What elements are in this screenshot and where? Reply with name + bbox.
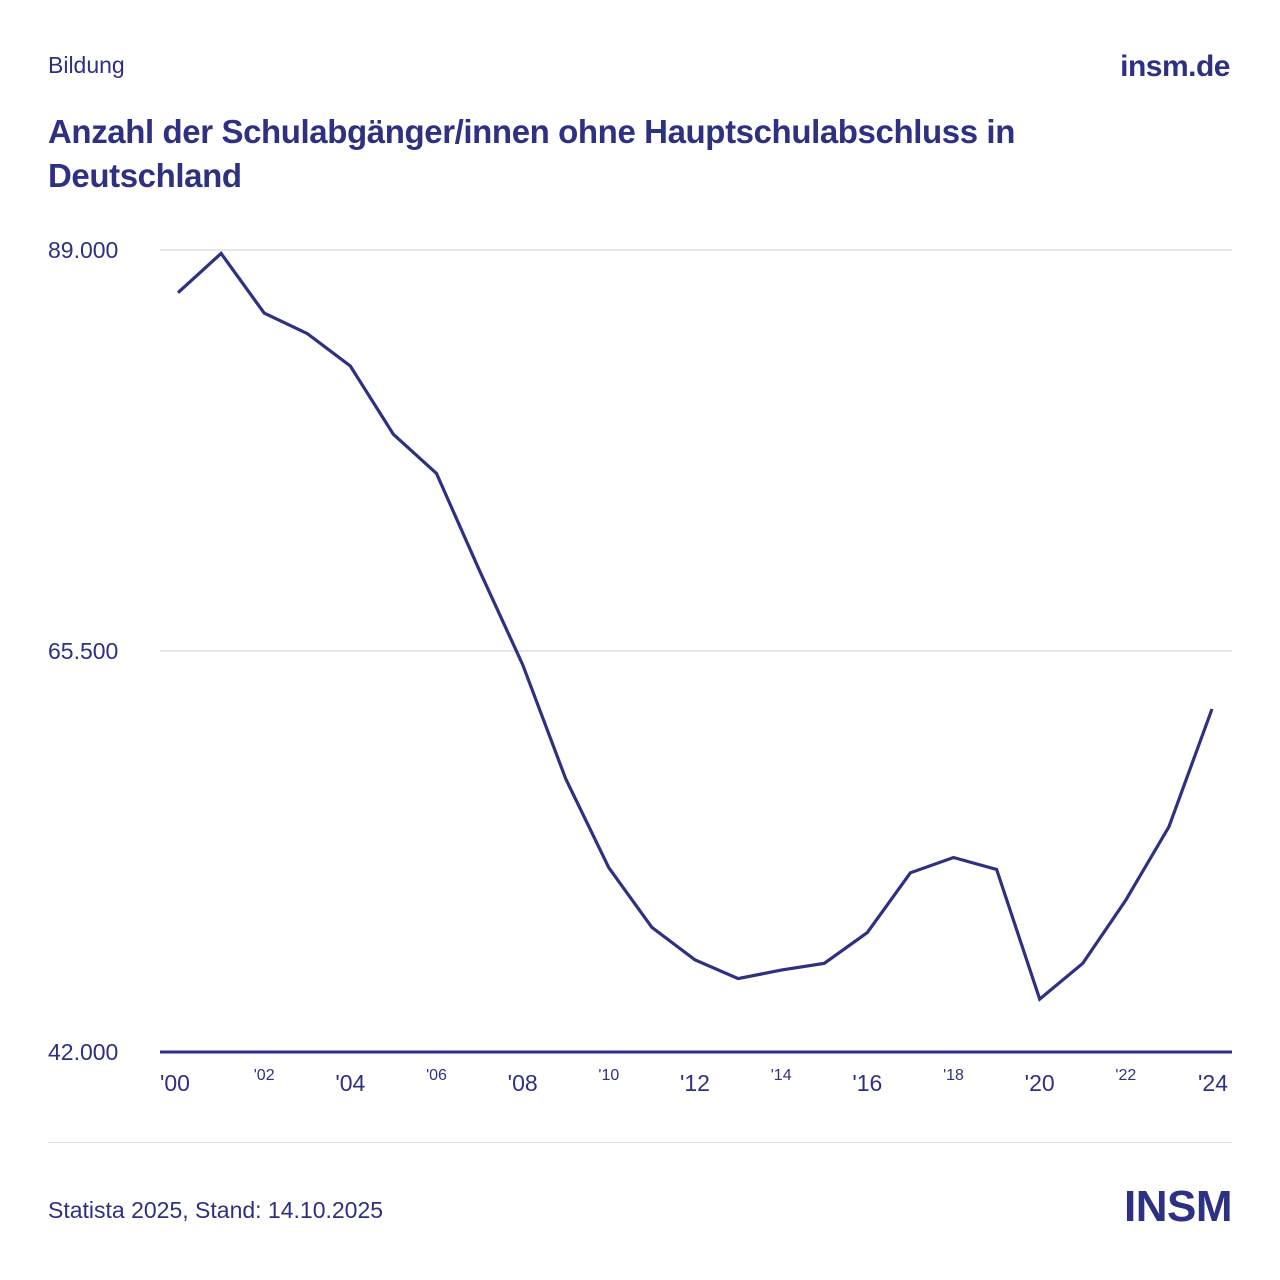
x-tick-label: '24 [1198,1070,1228,1096]
series-line [176,251,1214,1002]
x-tick-label: '00 [160,1070,190,1096]
y-tick-label: 42.000 [48,1039,118,1065]
x-tick-label: '04 [335,1070,365,1096]
insm-logo[interactable]: INSM [1124,1182,1233,1231]
source-note: Statista 2025, Stand: 14.10.2025 [48,1197,384,1223]
x-tick-label: '12 [680,1070,710,1096]
x-tick-label: '20 [1025,1070,1055,1096]
x-tick-label: '22 [1115,1067,1136,1084]
x-tick-label: '02 [254,1067,275,1084]
x-tick-label: '18 [943,1067,964,1084]
line-chart: 42.000 65.500 89.000 '00 '02 '04 '06 '08 '10 '12 '… [48,237,1232,1096]
x-tick-label: '08 [508,1070,538,1096]
x-tick-label: '10 [598,1067,619,1084]
chart-title: Anzahl der Schulabgänger/innen ohne Haup… [48,113,1015,194]
x-tick-label: '06 [426,1067,447,1084]
footer-divider [48,1142,1232,1143]
y-tick-label: 65.500 [48,638,118,664]
site-url[interactable]: insm.de [1120,50,1230,83]
x-tick-label: '16 [852,1070,882,1096]
x-tick-label: '14 [771,1067,792,1084]
y-tick-label: 89.000 [48,237,118,263]
category-label: Bildung [48,52,125,78]
